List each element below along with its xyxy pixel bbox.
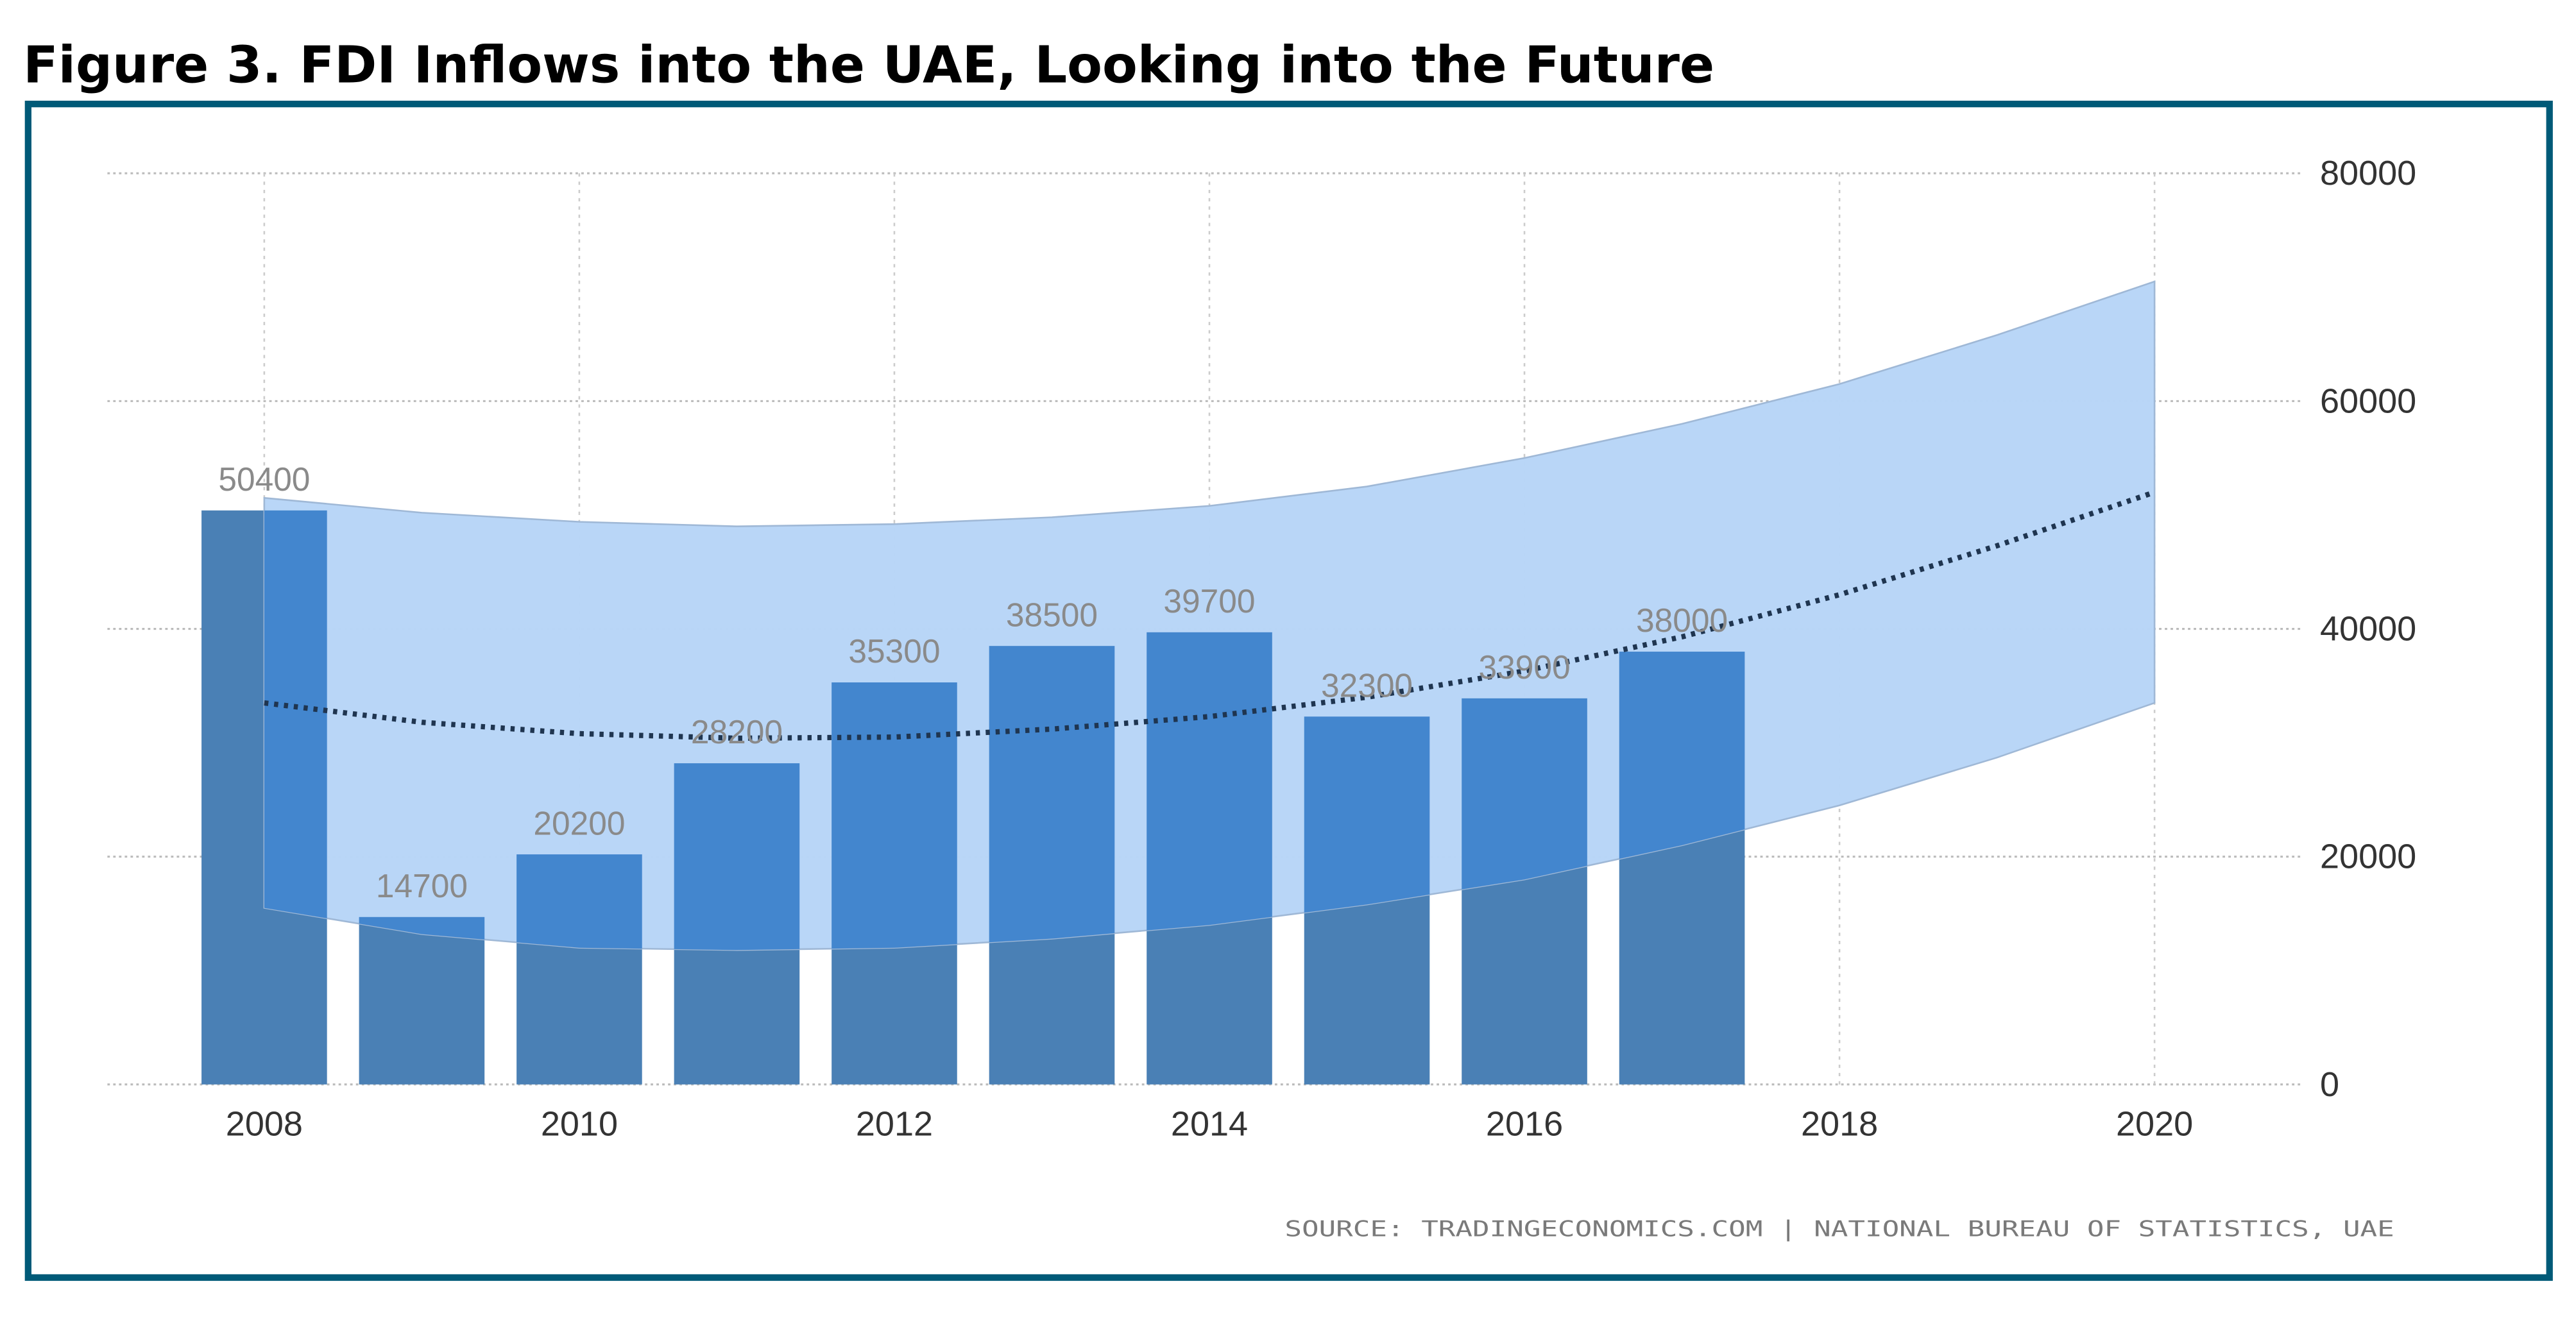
- y-tick-20000: 20000: [2320, 838, 2416, 876]
- y-tick-40000: 40000: [2320, 610, 2416, 648]
- bar-in-band-2008: [264, 510, 327, 950]
- bar-in-band-2011: [674, 763, 800, 950]
- y-tick-0: 0: [2320, 1065, 2339, 1104]
- x-tick-2014: 2014: [1171, 1105, 1248, 1144]
- source-note: SOURCE: TRADINGECONOMICS.COM | NATIONAL …: [1284, 1217, 2394, 1242]
- value-label-2016: 33900: [1478, 648, 1570, 686]
- bar-in-band-2014: [1147, 632, 1272, 950]
- value-label-2010: 20200: [533, 804, 625, 841]
- y-tick-60000: 60000: [2320, 382, 2416, 420]
- x-tick-2010: 2010: [541, 1105, 618, 1144]
- bar-2009: [359, 917, 485, 1085]
- x-tick-2012: 2012: [856, 1105, 933, 1144]
- value-label-2014: 39700: [1163, 582, 1255, 620]
- value-label-2013: 38500: [1006, 596, 1098, 633]
- x-tick-2018: 2018: [1801, 1105, 1878, 1144]
- value-label-2015: 32300: [1321, 666, 1413, 704]
- value-label-2017: 38000: [1636, 602, 1728, 639]
- y-tick-80000: 80000: [2320, 154, 2416, 192]
- bar-in-band-2013: [989, 646, 1115, 950]
- bar-in-band-2010: [516, 854, 642, 950]
- value-label-2009: 14700: [376, 867, 468, 904]
- chart-title: Figure 3. FDI Inflows into the UAE, Look…: [23, 35, 1714, 95]
- value-label-2012: 35300: [848, 632, 940, 670]
- value-label-2011: 28200: [691, 713, 783, 750]
- chart-frame: [24, 100, 2553, 1281]
- x-tick-2016: 2016: [1486, 1105, 1563, 1144]
- x-tick-2008: 2008: [226, 1105, 303, 1144]
- bar-in-band-2012: [832, 682, 957, 950]
- x-tick-2020: 2020: [2116, 1105, 2193, 1144]
- value-label-2008: 50400: [218, 460, 310, 498]
